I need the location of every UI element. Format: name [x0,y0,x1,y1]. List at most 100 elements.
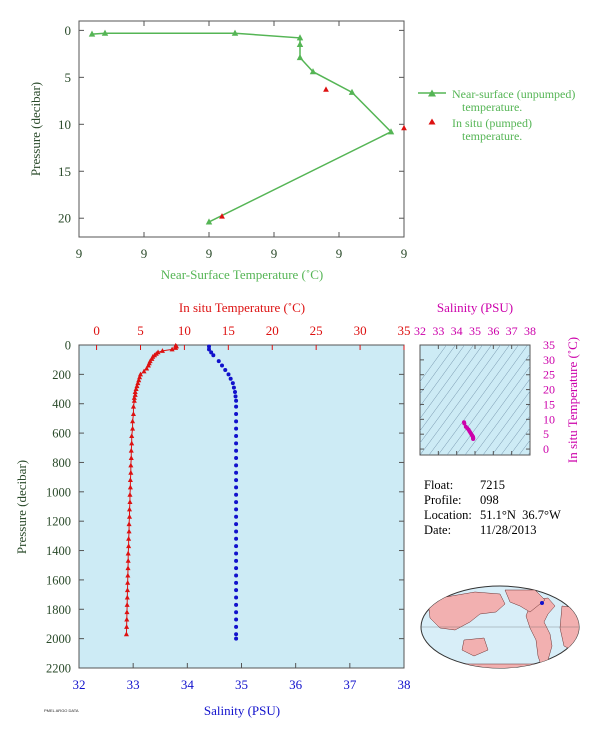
ts-density-contour [464,366,530,455]
salinity-profile-point [234,595,239,600]
salinity-profile-point [234,636,239,641]
temperature-profile-point [130,411,136,416]
temperature-profile-point [125,580,131,585]
near-surface-x-tick-label: 9 [401,246,408,261]
salinity-profile-point [234,514,239,519]
temperature-profile-point [126,528,132,534]
salinity-profile-point [234,398,239,403]
ts-density-contour [491,403,530,455]
temperature-profile-point [127,499,133,505]
near-surface-legend: Near-surface (unpumped) temperature. In … [418,87,575,143]
ts-density-contour [420,345,501,455]
salinity-profile-point [220,363,224,368]
ts-salinity-tick-label: 37 [506,324,518,338]
salinity-profile-point [234,610,239,615]
salinity-profile-point [226,372,231,377]
near-surface-point [309,68,317,75]
temperature-profile-point [141,368,147,374]
salinity-profile-point [233,394,238,399]
near-surface-y-axis-label: Pressure (decibar) [28,82,43,176]
temperature-profile-point [126,536,132,541]
profile-temperature-tick-label: 10 [178,323,191,338]
temperature-profile-point [128,447,134,453]
salinity-profile-point [234,588,239,593]
ts-density-contour [500,415,530,455]
profile-pressure-tick-label: 400 [52,397,71,411]
salinity-profile-point [230,381,235,386]
ts-temperature-tick-label: 10 [543,412,555,426]
profile-salinity-axis-label: Salinity (PSU) [204,703,280,718]
profile-temperature-tick-label: 5 [137,323,144,338]
ts-temperature-axis-label: In situ Temperature (˚C) [565,337,580,463]
near-surface-point [296,34,304,41]
map-float-location [540,601,544,605]
near-surface-y-tick-label: 10 [58,117,71,132]
salinity-profile-point [207,347,211,352]
near-surface-x-axis-label: Near-Surface Temperature (˚C) [161,267,323,282]
ts-point [471,436,476,441]
temperature-profile-point [132,392,138,397]
ts-density-contour [482,390,530,455]
salinity-profile-point [234,456,239,461]
profile-temperature-tick-label: 35 [398,323,411,338]
temperature-profile-point [131,395,137,400]
ts-temperature-tick-label: 25 [543,368,555,382]
salinity-profile-point [234,448,239,453]
world-map-inset [420,585,580,669]
salinity-profile-point [234,470,239,475]
near-surface-x-tick-label: 9 [206,246,213,261]
ts-point [462,421,467,426]
map-land-antarctica [429,663,571,668]
profile-pressure-tick-label: 0 [65,339,71,353]
temperature-profile-point [131,397,137,403]
temperature-profile-point [127,477,133,483]
in-situ-point [219,213,225,219]
ts-temperature-tick-label: 0 [543,442,549,456]
temperature-profile-point [135,380,141,386]
temperature-profile-point [130,425,136,431]
ts-temperature-tick-label: 20 [543,383,555,397]
near-surface-point [296,54,304,61]
map-land-americas [525,597,556,668]
ts-salinity-tick-label: 38 [524,324,536,338]
temperature-profile-point [126,521,132,527]
legend-label-unpumped-line2: temperature. [462,100,522,114]
near-surface-y-tick-label: 5 [65,70,72,85]
profile-pressure-tick-label: 2200 [46,662,71,676]
temperature-profile-point [124,624,130,629]
salinity-profile-point [231,385,236,390]
profile-temperature-tick-label: 0 [93,323,100,338]
ts-salinity-axis-label: Salinity (PSU) [437,300,513,315]
ts-salinity-tick-label: 34 [451,324,463,338]
profile-chart: 32 33 34 35 36 37 38 0 5 10 15 20 25 30 35 0 200 400 600 80… [14,300,411,718]
temperature-profile-point [144,365,150,371]
salinity-profile-point [234,602,239,607]
temperature-profile-point [124,616,130,622]
salinity-profile-point [234,566,239,571]
salinity-profile-point [234,419,239,424]
ts-density-contour [428,345,510,455]
salinity-profile-point [234,522,239,527]
temperature-profile-point [130,418,136,424]
salinity-profile-point [234,573,239,578]
profile-temperature-tick-label: 25 [310,323,323,338]
profile-pressure-tick-label: 1800 [46,603,71,617]
profile-pressure-tick-label: 2000 [46,632,71,646]
ts-salinity-tick-label: 32 [414,324,426,338]
temperature-profile-point [136,377,142,383]
temperature-profile-point [130,403,136,409]
temperature-profile-point [125,572,131,578]
ts-density-contour [473,378,530,455]
temperature-profile-point [124,602,130,607]
salinity-profile-point [234,492,239,497]
near-surface-point [231,29,239,36]
temperature-profile-point [125,565,131,571]
temperature-profile-point [137,371,144,377]
near-surface-point [296,40,304,47]
salinity-profile-point [234,544,239,549]
info-float: Float: 7215 [424,478,505,492]
temperature-profile-point [126,543,132,549]
temperature-profile-point [159,348,165,353]
salinity-profile-point [228,376,233,381]
temperature-profile-point [124,609,130,615]
